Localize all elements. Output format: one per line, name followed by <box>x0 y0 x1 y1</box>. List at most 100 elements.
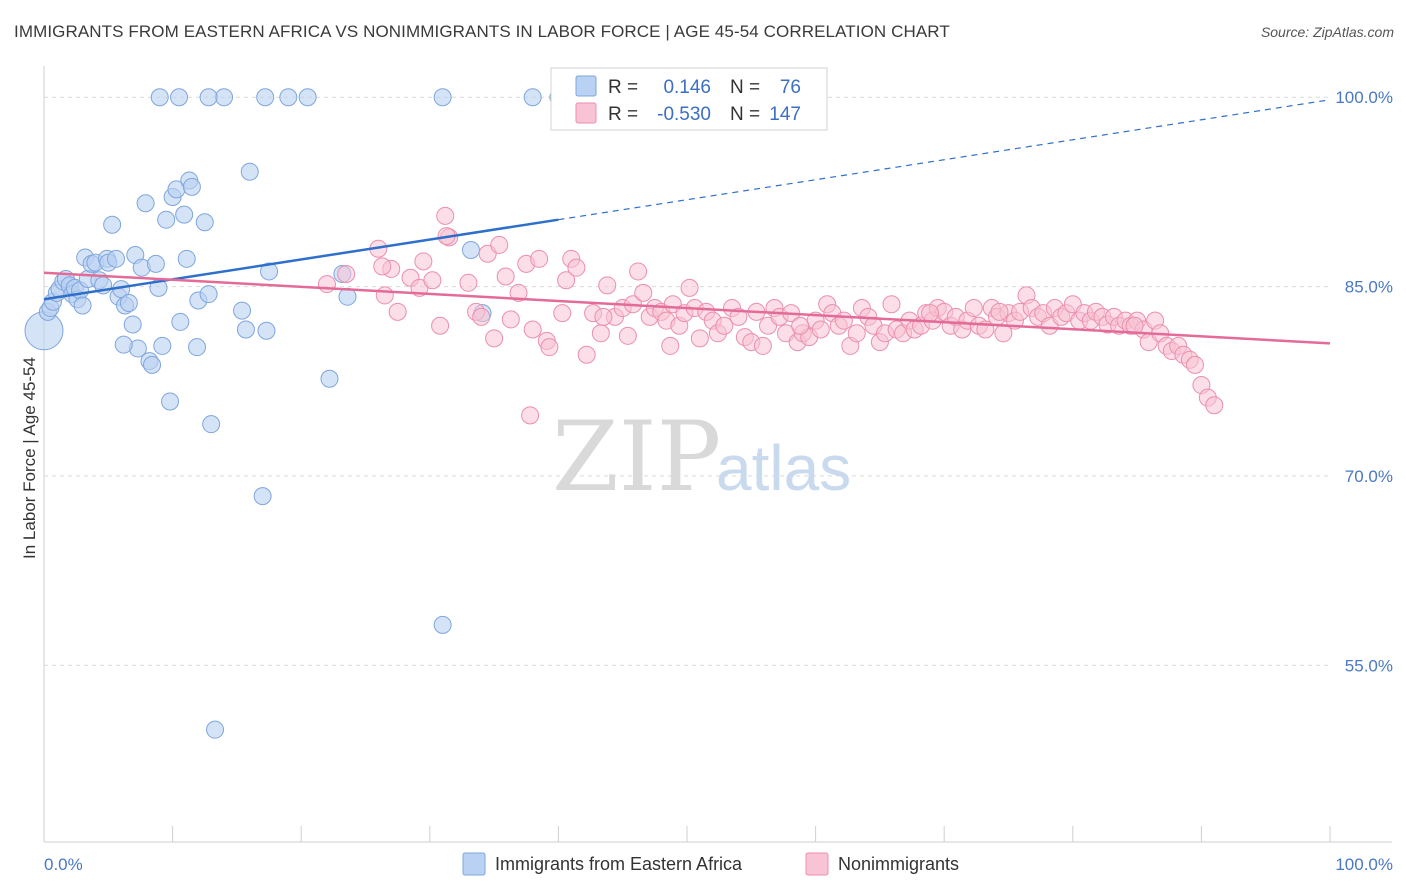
immigrants-point <box>188 338 207 357</box>
immigrants-point <box>182 177 201 196</box>
x-tick-label-0: 0.0% <box>44 855 83 874</box>
legend-r-label-2: R = <box>608 104 638 125</box>
legend-n-label-2: N = <box>730 104 760 125</box>
immigrants-point <box>523 88 542 107</box>
bottom-legend-label-nonimmigrants: Nonimmigrants <box>838 854 959 874</box>
nonimmigrants-point <box>680 278 699 297</box>
legend-r-label-1: R = <box>608 77 638 98</box>
nonimmigrants-point <box>490 235 509 254</box>
watermark-zip: ZIP <box>552 401 721 513</box>
nonimmigrants-point <box>521 406 540 425</box>
immigrants-point <box>298 88 317 107</box>
nonimmigrants-point <box>753 336 772 355</box>
axes <box>43 66 1392 843</box>
y-tick-label-2: 85.0% <box>1345 278 1393 297</box>
immigrants-point <box>236 320 255 339</box>
nonimmigrants-trend-line <box>43 271 1331 345</box>
nonimmigrants-point <box>629 262 648 281</box>
nonimmigrants-point <box>530 249 549 268</box>
immigrants-point <box>123 315 142 334</box>
nonimmigrants-point <box>1205 396 1224 415</box>
nonimmigrants-point <box>715 316 734 335</box>
nonimmigrants-point <box>618 326 637 345</box>
nonimmigrants-point <box>557 271 576 290</box>
nonimmigrants-point <box>501 310 520 329</box>
immigrants-point <box>240 162 259 181</box>
nonimmigrants-point <box>964 299 983 318</box>
immigrants-point <box>136 194 155 213</box>
immigrants-trend-line <box>43 218 559 301</box>
series-nonimmigrants-points <box>317 206 1224 425</box>
immigrants-point <box>157 210 176 229</box>
nonimmigrants-point <box>990 302 1009 321</box>
nonimmigrants-point <box>591 324 610 343</box>
immigrants-point <box>433 88 452 107</box>
nonimmigrants-point <box>791 316 810 335</box>
nonimmigrants-point <box>459 273 478 292</box>
legend-box <box>550 67 828 131</box>
immigrants-point <box>119 294 138 312</box>
immigrants-point <box>202 415 221 434</box>
immigrants-point <box>199 88 218 107</box>
immigrants-point <box>161 392 180 411</box>
nonimmigrants-point <box>414 252 433 271</box>
nonimmigrants-point <box>834 311 853 330</box>
y-axis-label: In Labor Force | Age 45-54 <box>20 357 39 559</box>
immigrants-point <box>143 355 162 374</box>
legend-swatch-pink <box>575 102 597 124</box>
immigrants-point <box>114 335 133 354</box>
trend-lines <box>43 99 1331 345</box>
legend-n-value-2: 147 <box>769 104 801 125</box>
nonimmigrants-point <box>634 283 653 302</box>
nonimmigrants-point <box>811 320 830 339</box>
y-tick-label-1: 70.0% <box>1345 467 1393 486</box>
nonimmigrants-point <box>337 264 356 283</box>
bottom-legend-label-immigrants: Immigrants from Eastern Africa <box>495 854 743 874</box>
nonimmigrants-point <box>373 257 392 276</box>
tick-labels: 55.0% 70.0% 85.0% 100.0% 0.0% 100.0% <box>44 88 1393 874</box>
immigrants-point <box>177 249 196 268</box>
y-tick-label-3: 100.0% <box>1335 88 1393 107</box>
nonimmigrants-point <box>729 307 748 326</box>
nonimmigrants-point <box>1185 355 1204 374</box>
nonimmigrants-point <box>472 307 491 326</box>
bottom-legend-swatch-blue <box>462 852 486 876</box>
immigrants-point <box>199 285 218 304</box>
watermark-atlas: atlas <box>716 432 851 504</box>
immigrants-point <box>153 336 172 355</box>
immigrants-point <box>73 296 92 315</box>
series-legend: Immigrants from Eastern Africa Nonimmigr… <box>462 852 959 876</box>
immigrants-point <box>175 205 194 224</box>
grid-lines <box>44 96 1330 666</box>
legend-n-label-1: N = <box>730 77 760 98</box>
nonimmigrants-point <box>598 276 617 295</box>
immigrants-point <box>107 249 126 268</box>
immigrants-point <box>150 88 169 107</box>
legend-n-value-1: 76 <box>780 77 801 98</box>
immigrants-point <box>103 215 122 234</box>
nonimmigrants-point <box>882 295 901 314</box>
nonimmigrants-point <box>577 345 596 364</box>
nonimmigrants-point <box>661 336 680 355</box>
nonimmigrants-point <box>553 304 572 323</box>
immigrants-point <box>260 262 279 281</box>
correlation-legend: R = 0.146 N = 76 R = -0.530 N = 147 <box>550 67 828 131</box>
nonimmigrants-point <box>431 316 450 335</box>
watermark: ZIP atlas <box>552 401 851 513</box>
immigrants-trend-extension <box>558 99 1331 221</box>
immigrants-point <box>170 88 189 107</box>
immigrants-point <box>257 321 276 340</box>
nonimmigrants-point <box>388 302 407 321</box>
legend-r-value-2: -0.530 <box>657 104 711 125</box>
immigrants-point <box>320 369 339 388</box>
nonimmigrants-point <box>523 320 542 339</box>
immigrants-point <box>433 615 452 634</box>
nonimmigrants-point <box>317 275 336 294</box>
immigrants-point <box>253 487 272 506</box>
series-immigrants-points <box>24 88 568 739</box>
nonimmigrants-point <box>847 324 866 343</box>
nonimmigrants-point <box>567 258 586 277</box>
immigrants-point <box>195 213 214 232</box>
nonimmigrants-point <box>423 271 442 290</box>
